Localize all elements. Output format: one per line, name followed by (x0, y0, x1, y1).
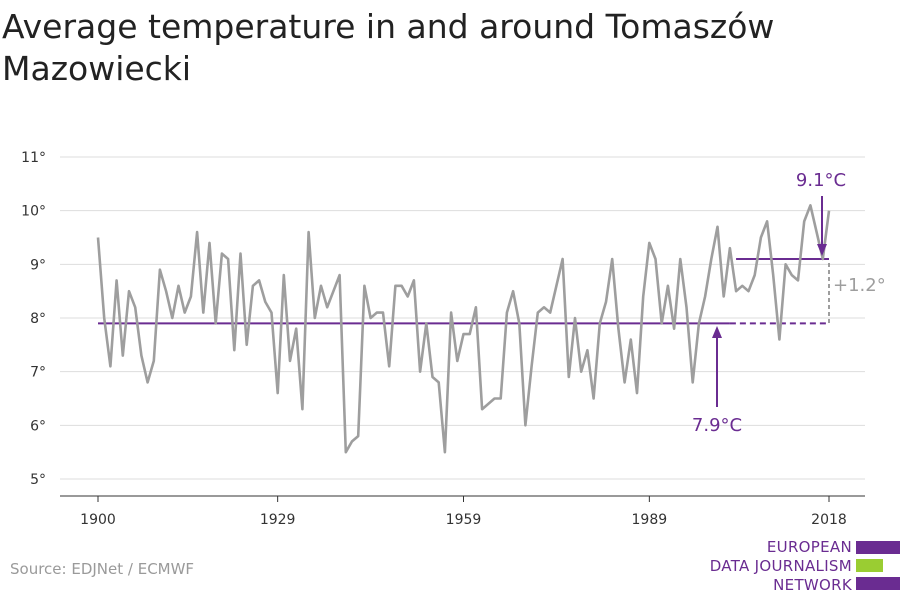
x-tick-label: 1959 (446, 512, 482, 528)
recent-arrow-head (817, 244, 827, 256)
temperature-line (96, 204, 831, 454)
y-tick-label: 9° (30, 257, 46, 273)
y-tick-label: 5° (30, 472, 46, 488)
baseline-label: 7.9°C (692, 415, 742, 436)
y-tick-label: 10° (21, 204, 46, 220)
y-axis-ticks: 5° 6° 7° 8° 9° 10° 11° (21, 150, 46, 488)
logo-bar-3 (856, 577, 900, 590)
x-tick-label: 1900 (80, 512, 116, 528)
difference-label: +1.2° (833, 275, 886, 296)
gridlines (60, 156, 865, 480)
y-tick-label: 8° (30, 311, 46, 327)
reference-lines (98, 257, 829, 325)
x-tick-label: 1989 (632, 512, 668, 528)
y-tick-label: 11° (21, 150, 46, 166)
logo-line-2: DATA JOURNALISM (709, 557, 852, 575)
annotations: +1.2° 7.9°C 9.1°C (692, 170, 886, 436)
baseline-arrow-head (712, 326, 722, 338)
logo-bar-2 (856, 559, 883, 572)
logo-line-3: NETWORK (773, 576, 852, 594)
chart-title: Average temperature in and around Tomasz… (2, 7, 775, 88)
source-note: Source: EDJNet / ECMWF (10, 560, 195, 578)
recent-label: 9.1°C (796, 170, 846, 191)
y-tick-label: 6° (30, 418, 46, 434)
x-tick-label: 1929 (260, 512, 296, 528)
edjnet-logo: EUROPEAN DATA JOURNALISM NETWORK (690, 538, 900, 594)
logo-bar-1 (856, 541, 900, 554)
y-tick-label: 7° (30, 365, 46, 381)
logo-line-1: EUROPEAN (766, 538, 852, 556)
x-tick-label: 2018 (811, 512, 847, 528)
x-axis-ticks: 1900 1929 1959 1989 2018 (80, 496, 847, 528)
temperature-series (96, 204, 831, 454)
